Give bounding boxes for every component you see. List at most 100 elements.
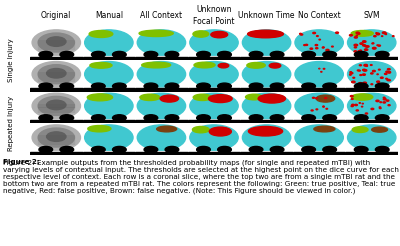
Ellipse shape [137, 62, 186, 87]
Bar [293, 89, 346, 92]
Ellipse shape [47, 100, 66, 110]
Ellipse shape [325, 97, 327, 98]
Ellipse shape [39, 115, 53, 121]
Ellipse shape [352, 104, 354, 105]
Ellipse shape [373, 43, 374, 44]
Ellipse shape [364, 49, 368, 50]
Ellipse shape [47, 69, 66, 78]
Ellipse shape [197, 146, 210, 153]
Ellipse shape [323, 146, 336, 153]
Ellipse shape [144, 115, 158, 121]
Ellipse shape [378, 69, 380, 70]
Ellipse shape [218, 146, 231, 153]
Ellipse shape [314, 126, 335, 132]
Ellipse shape [32, 30, 80, 55]
Ellipse shape [388, 72, 390, 73]
Ellipse shape [376, 100, 379, 102]
Ellipse shape [192, 126, 209, 133]
Ellipse shape [209, 127, 231, 136]
Ellipse shape [92, 83, 105, 89]
Ellipse shape [270, 146, 284, 153]
Ellipse shape [208, 95, 232, 103]
Bar [135, 120, 188, 123]
Ellipse shape [354, 37, 357, 38]
Ellipse shape [197, 115, 210, 121]
Ellipse shape [140, 94, 160, 101]
Ellipse shape [371, 84, 373, 85]
Ellipse shape [358, 33, 360, 34]
Ellipse shape [377, 81, 380, 82]
Ellipse shape [354, 51, 357, 52]
Ellipse shape [112, 51, 126, 58]
Ellipse shape [218, 51, 231, 58]
Ellipse shape [157, 126, 177, 132]
Ellipse shape [112, 115, 126, 121]
Ellipse shape [305, 44, 308, 46]
Ellipse shape [323, 83, 336, 89]
Ellipse shape [375, 146, 389, 153]
Ellipse shape [362, 103, 363, 104]
Ellipse shape [310, 48, 313, 49]
Ellipse shape [386, 100, 389, 101]
Ellipse shape [302, 51, 316, 58]
Text: Unknown: Unknown [196, 5, 232, 15]
Ellipse shape [165, 83, 179, 89]
Ellipse shape [311, 110, 313, 111]
Ellipse shape [384, 33, 386, 34]
Ellipse shape [270, 51, 284, 58]
Ellipse shape [60, 83, 74, 89]
Ellipse shape [137, 125, 186, 150]
Ellipse shape [295, 125, 343, 150]
Ellipse shape [144, 146, 158, 153]
Ellipse shape [87, 94, 112, 101]
Ellipse shape [323, 106, 324, 107]
Ellipse shape [92, 115, 105, 121]
Ellipse shape [355, 104, 357, 106]
Ellipse shape [270, 115, 284, 121]
Ellipse shape [360, 50, 362, 51]
Ellipse shape [316, 98, 318, 99]
Bar [188, 57, 240, 60]
Ellipse shape [356, 110, 358, 111]
Ellipse shape [218, 115, 231, 121]
Ellipse shape [90, 62, 112, 68]
Ellipse shape [326, 108, 328, 109]
Ellipse shape [322, 47, 324, 48]
Ellipse shape [371, 108, 374, 110]
Ellipse shape [382, 32, 386, 33]
Bar [240, 152, 293, 155]
Bar [30, 89, 82, 92]
Ellipse shape [316, 109, 318, 110]
Ellipse shape [242, 30, 291, 55]
Ellipse shape [363, 82, 366, 84]
Ellipse shape [89, 31, 113, 37]
Ellipse shape [60, 146, 74, 153]
Bar [30, 57, 82, 60]
Bar [188, 120, 240, 123]
Ellipse shape [360, 43, 363, 44]
Bar [240, 57, 293, 60]
Ellipse shape [363, 70, 367, 71]
Text: Figure 2:: Figure 2: [3, 159, 40, 165]
Ellipse shape [350, 73, 353, 74]
Ellipse shape [354, 44, 358, 46]
Ellipse shape [365, 113, 368, 114]
Text: Unknown Time: Unknown Time [238, 11, 295, 20]
Ellipse shape [379, 108, 381, 109]
Ellipse shape [336, 32, 338, 33]
Ellipse shape [190, 125, 238, 150]
Text: SVM: SVM [364, 11, 380, 20]
Ellipse shape [295, 62, 343, 87]
Ellipse shape [295, 30, 343, 55]
Bar [346, 120, 398, 123]
Ellipse shape [316, 48, 318, 49]
Ellipse shape [194, 62, 215, 68]
Ellipse shape [242, 125, 291, 150]
Ellipse shape [60, 115, 74, 121]
Ellipse shape [375, 51, 389, 58]
Ellipse shape [353, 77, 355, 78]
Ellipse shape [190, 62, 238, 87]
Ellipse shape [352, 127, 368, 133]
Bar [82, 152, 135, 155]
Bar [82, 120, 135, 123]
